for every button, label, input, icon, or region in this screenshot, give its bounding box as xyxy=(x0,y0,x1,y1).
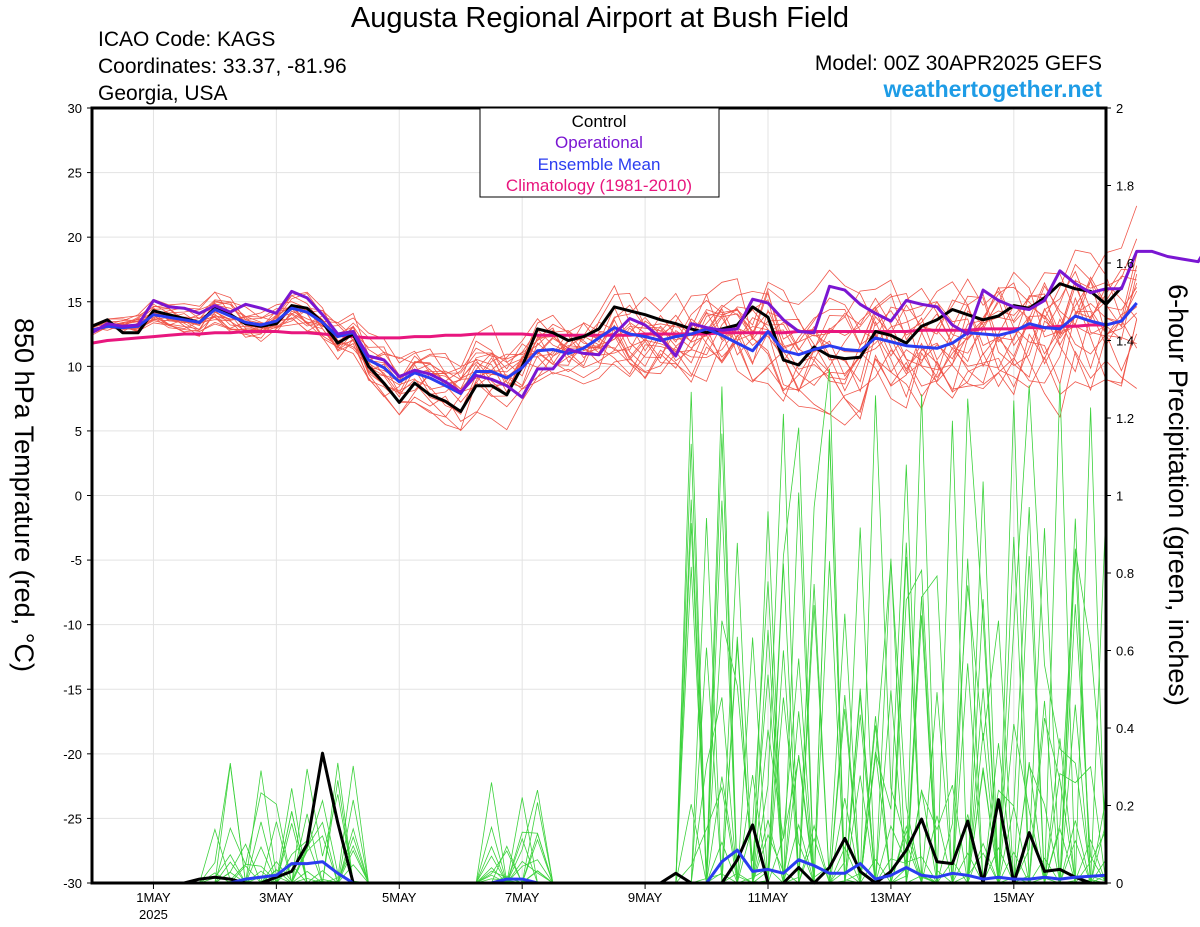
y-tick-label: 10 xyxy=(68,359,82,374)
axis-ticks: 302520151050-5-10-15-20-25-3021.81.61.41… xyxy=(63,101,1134,922)
x-tick-label: 11MAY xyxy=(748,890,789,905)
y2-tick-label: 0.4 xyxy=(1116,721,1134,736)
temp-member-line xyxy=(91,205,1138,398)
y2-tick-label: 1.2 xyxy=(1116,411,1134,426)
website-link[interactable]: weathertogether.net xyxy=(883,76,1102,102)
y-tick-label: 5 xyxy=(75,424,82,439)
highlighted-series xyxy=(91,249,1200,885)
y2-axis-title: 6-hour Precipitation (green, inches) xyxy=(1163,284,1193,706)
x-tick-label: 5MAY xyxy=(382,890,417,905)
grid-lines xyxy=(92,107,1106,884)
icao-code: ICAO Code: KAGS xyxy=(98,28,276,51)
model-run: Model: 00Z 30APR2025 GEFS xyxy=(814,52,1102,75)
coordinates: Coordinates: 33.37, -81.96 xyxy=(98,55,347,78)
x-tick-label: 1MAY xyxy=(136,890,171,905)
y-tick-label: -5 xyxy=(70,553,82,568)
y-tick-label: -10 xyxy=(63,618,82,633)
climatology-temp-line xyxy=(91,323,1106,345)
temp-member-line xyxy=(91,299,1138,403)
temp-member-line xyxy=(91,293,1137,415)
y-tick-label: 30 xyxy=(68,101,82,116)
precip-member-line xyxy=(107,436,1106,885)
operational-temp-line xyxy=(91,249,1200,399)
x-tick-label: 15MAY xyxy=(993,890,1035,905)
y-tick-label: -25 xyxy=(63,811,82,826)
legend-entry-ensemble-mean: Ensemble Mean xyxy=(538,155,661,174)
temp-member-line xyxy=(91,281,1137,431)
legend: Control Operational Ensemble Mean Climat… xyxy=(479,107,720,198)
y2-tick-label: 1.8 xyxy=(1116,179,1134,194)
precip-member-line xyxy=(107,561,1106,885)
legend-box xyxy=(479,107,720,198)
y-tick-label: -30 xyxy=(63,876,82,891)
region: Georgia, USA xyxy=(98,82,228,105)
y-tick-label: 0 xyxy=(75,489,82,504)
y2-tick-label: 0.8 xyxy=(1116,566,1134,581)
x-tick-label: 3MAY xyxy=(259,890,294,905)
y-axis-title: 850 hPa Temprature (red, °C) xyxy=(9,318,39,672)
ensemble-mean-temp-line xyxy=(91,302,1138,395)
x-tick-label: 7MAY xyxy=(505,890,540,905)
y2-tick-label: 1.4 xyxy=(1116,334,1134,349)
y2-tick-label: 1 xyxy=(1116,489,1123,504)
y-tick-label: -15 xyxy=(63,682,82,697)
temp-member-line xyxy=(91,263,1137,416)
temp-member-line xyxy=(91,276,1138,431)
y-tick-label: -20 xyxy=(63,747,82,762)
legend-entry-climatology: Climatology (1981-2010) xyxy=(506,176,692,195)
temp-member-line xyxy=(91,280,1138,415)
y2-tick-label: 2 xyxy=(1116,101,1123,116)
legend-entry-operational: Operational xyxy=(555,133,643,152)
precip-member-line xyxy=(107,420,1106,884)
x-tick-label: 13MAY xyxy=(870,890,912,905)
legend-entry-control: Control xyxy=(572,112,627,131)
y2-tick-label: 0.6 xyxy=(1116,644,1134,659)
y2-tick-label: 0.2 xyxy=(1116,799,1134,814)
y2-tick-label: 1.6 xyxy=(1116,256,1134,271)
y-tick-label: 25 xyxy=(68,166,82,181)
y-tick-label: 20 xyxy=(68,230,82,245)
y2-tick-label: 0 xyxy=(1116,876,1123,891)
y-tick-label: 15 xyxy=(68,295,82,310)
ensemble-mean-precip-line xyxy=(107,848,1107,885)
chart-title: Augusta Regional Airport at Bush Field xyxy=(350,2,850,34)
x-tick-year: 2025 xyxy=(139,907,168,922)
x-tick-label: 9MAY xyxy=(628,890,663,905)
